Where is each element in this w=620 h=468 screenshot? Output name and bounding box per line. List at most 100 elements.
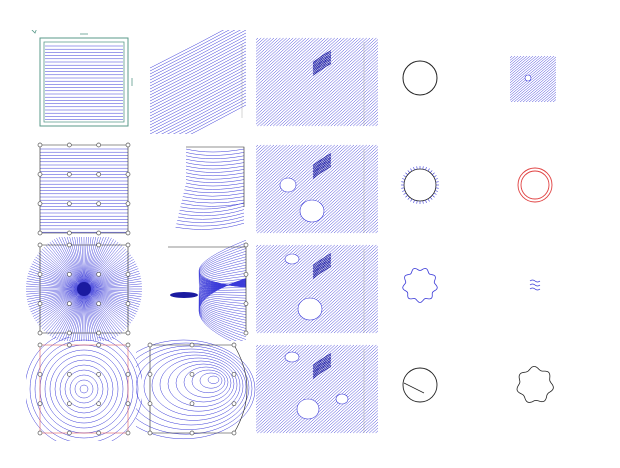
hatch-line bbox=[256, 37, 310, 87]
vortex-line bbox=[312, 166, 332, 179]
hatch-line bbox=[276, 37, 374, 127]
ray bbox=[26, 280, 83, 289]
hatch-line bbox=[401, 245, 498, 333]
ray bbox=[85, 254, 132, 289]
ray bbox=[27, 289, 83, 303]
hatch-line bbox=[510, 56, 546, 86]
hatch-line bbox=[256, 244, 281, 268]
contour-line bbox=[177, 212, 245, 220]
vortex-line bbox=[312, 361, 332, 374]
hatch-line bbox=[598, 56, 620, 102]
inner-frame bbox=[43, 41, 125, 123]
hatch-line bbox=[540, 89, 556, 102]
control-point bbox=[243, 271, 249, 277]
hatch-line bbox=[324, 283, 378, 334]
hatch-line bbox=[353, 103, 378, 127]
hatch-line bbox=[411, 38, 508, 126]
hatch-line bbox=[385, 345, 482, 433]
hatch-line bbox=[500, 245, 597, 333]
control-point bbox=[66, 271, 72, 277]
hatch-line bbox=[459, 345, 556, 433]
hatch-line bbox=[308, 169, 378, 234]
hatch-line bbox=[256, 144, 310, 194]
hatch-line bbox=[256, 144, 319, 203]
ray bbox=[51, 290, 84, 338]
hatch-line bbox=[256, 344, 316, 400]
hatch-line bbox=[333, 392, 378, 434]
frame bbox=[39, 344, 129, 434]
ray bbox=[38, 290, 83, 326]
ray bbox=[35, 256, 83, 289]
vortex-line bbox=[312, 359, 332, 373]
hatch-line bbox=[256, 344, 294, 380]
ray bbox=[85, 289, 132, 324]
ray bbox=[85, 278, 142, 289]
tick-mark bbox=[425, 199, 427, 203]
hatch-line bbox=[424, 245, 521, 333]
hatch-line bbox=[372, 120, 378, 127]
field-focus bbox=[170, 292, 198, 298]
control-point bbox=[66, 230, 72, 236]
ray bbox=[69, 237, 84, 288]
contour-line bbox=[181, 203, 245, 207]
hatch-line bbox=[536, 345, 620, 433]
hatch-line bbox=[528, 79, 556, 102]
hatch-line bbox=[452, 345, 549, 433]
tick-mark bbox=[433, 192, 437, 195]
hatch-line bbox=[256, 344, 291, 377]
tick-mark bbox=[430, 170, 433, 173]
hatch-line bbox=[256, 344, 323, 406]
hatch-line bbox=[256, 244, 300, 285]
hatch-line bbox=[475, 145, 572, 233]
control-point bbox=[125, 242, 131, 248]
hatch-line bbox=[256, 244, 316, 300]
hatch-line bbox=[525, 76, 556, 102]
hatch-line bbox=[532, 345, 620, 433]
hatch-line bbox=[465, 145, 562, 233]
hole-outline bbox=[279, 177, 297, 193]
hatch-line bbox=[148, 38, 245, 126]
ray bbox=[85, 289, 138, 313]
ray bbox=[85, 250, 128, 288]
hatch-line bbox=[94, 145, 191, 233]
hatch-line bbox=[362, 418, 378, 434]
hatch-line bbox=[152, 245, 249, 333]
hatch-line bbox=[510, 56, 519, 64]
ray bbox=[84, 290, 94, 341]
hatch-line bbox=[385, 38, 482, 126]
hatch-line bbox=[273, 144, 371, 234]
hatch-line bbox=[256, 144, 303, 188]
hatch-line bbox=[362, 318, 378, 334]
hatch-line bbox=[273, 344, 371, 434]
hatch-line bbox=[340, 91, 378, 127]
vortex-line bbox=[312, 153, 332, 166]
hatch-line bbox=[443, 38, 540, 126]
contour-line bbox=[149, 30, 225, 69]
control-point bbox=[96, 330, 102, 336]
ray bbox=[84, 290, 104, 341]
hatch-line bbox=[484, 38, 581, 126]
hatch-line bbox=[136, 145, 233, 233]
hatch-line bbox=[349, 407, 378, 434]
hatch-line bbox=[359, 108, 378, 127]
hatch-line bbox=[456, 345, 553, 433]
ray bbox=[84, 239, 114, 288]
ray bbox=[32, 261, 83, 289]
panel-parabolic-field-r3c2 bbox=[168, 239, 249, 341]
hatch-line bbox=[256, 344, 300, 385]
hatch-line bbox=[279, 244, 377, 334]
hatch-line bbox=[317, 378, 378, 434]
hatch-line bbox=[436, 56, 491, 102]
hatch-line bbox=[321, 74, 378, 127]
hatch-line bbox=[107, 145, 204, 233]
ray bbox=[85, 289, 142, 300]
tick-mark bbox=[413, 199, 415, 203]
control-point bbox=[125, 330, 131, 336]
contour-line bbox=[149, 41, 247, 93]
hatch-line bbox=[256, 37, 335, 110]
hatch-line bbox=[404, 245, 501, 333]
hatch-line bbox=[414, 145, 511, 233]
circle-outline bbox=[403, 168, 437, 202]
hatch-line bbox=[317, 178, 378, 234]
